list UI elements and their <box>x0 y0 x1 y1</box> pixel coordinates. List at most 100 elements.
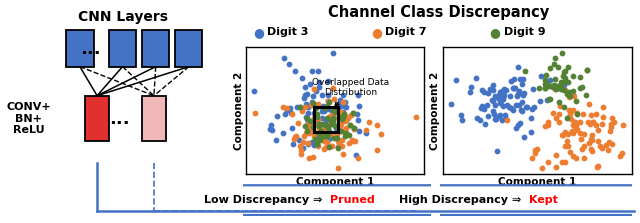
Point <box>320 123 330 126</box>
Point <box>492 149 502 153</box>
Point <box>354 129 364 133</box>
Point <box>529 105 539 109</box>
Point <box>582 68 592 72</box>
Point <box>305 127 315 130</box>
Point <box>572 112 582 115</box>
Point <box>513 93 524 96</box>
Point <box>297 77 307 80</box>
Point <box>326 132 336 136</box>
Point <box>580 93 591 96</box>
Point <box>592 165 602 169</box>
Point <box>311 107 321 110</box>
Point <box>339 131 349 134</box>
Point <box>509 86 520 89</box>
Point <box>509 77 520 80</box>
Point <box>312 112 322 116</box>
Point <box>313 144 323 148</box>
Point <box>517 109 527 113</box>
Point <box>537 166 547 170</box>
Point <box>586 113 596 117</box>
Point <box>579 132 589 136</box>
Point <box>546 84 556 87</box>
Point <box>321 146 332 149</box>
Point <box>335 102 346 105</box>
Point <box>607 116 618 120</box>
Point <box>557 75 568 78</box>
Point <box>498 96 508 100</box>
Point <box>314 122 324 126</box>
Point <box>334 105 344 109</box>
Point <box>305 156 315 160</box>
Point <box>316 109 326 113</box>
Point <box>337 111 348 114</box>
Point <box>354 104 364 108</box>
Point <box>323 106 333 109</box>
Point <box>540 86 550 90</box>
Point <box>310 103 320 107</box>
Point <box>349 127 359 130</box>
Point <box>312 115 322 119</box>
Point <box>316 129 326 133</box>
Point <box>321 118 331 122</box>
Point <box>520 105 531 108</box>
Point <box>291 134 301 137</box>
Point <box>483 91 493 95</box>
Point <box>490 117 500 121</box>
Point <box>321 124 332 128</box>
Point <box>587 149 597 153</box>
Point <box>511 103 522 107</box>
Point <box>572 127 582 130</box>
Point <box>327 109 337 112</box>
Point <box>494 114 504 118</box>
Point <box>307 103 317 107</box>
Point <box>307 140 317 144</box>
Bar <box>314 107 338 132</box>
Point <box>563 81 573 84</box>
Point <box>332 132 342 136</box>
Point <box>320 133 330 136</box>
Point <box>282 109 292 112</box>
Point <box>289 142 299 145</box>
Point <box>595 144 605 147</box>
Point <box>558 133 568 137</box>
Point <box>320 134 330 138</box>
Point <box>314 126 324 129</box>
Point <box>328 86 338 90</box>
Point <box>497 90 508 94</box>
Point <box>519 91 529 95</box>
Text: Channel Class Discrepancy: Channel Class Discrepancy <box>328 5 549 20</box>
Point <box>605 129 615 133</box>
Point <box>559 105 569 109</box>
Point <box>337 144 347 148</box>
Point <box>489 112 499 116</box>
Point <box>551 84 561 88</box>
Point <box>323 107 333 111</box>
Point <box>560 89 570 92</box>
Point <box>543 123 554 127</box>
Point <box>294 138 304 142</box>
Point <box>325 115 335 118</box>
Point <box>341 126 351 129</box>
Point <box>564 90 574 93</box>
Point <box>303 142 313 145</box>
Point <box>568 155 578 158</box>
Point <box>296 109 307 112</box>
Point <box>337 138 347 141</box>
Point <box>340 119 350 123</box>
Point <box>341 118 351 122</box>
Point <box>593 164 603 167</box>
Point <box>562 139 572 142</box>
Point <box>604 140 614 144</box>
Point <box>518 78 528 81</box>
Point <box>305 119 316 123</box>
Point <box>532 147 543 151</box>
Point <box>516 100 527 104</box>
Point <box>301 117 312 120</box>
Point <box>344 134 355 137</box>
Point <box>322 135 332 138</box>
Point <box>493 94 504 97</box>
Point <box>265 128 275 131</box>
Point <box>287 126 298 130</box>
Point <box>479 107 490 111</box>
Point <box>250 90 260 93</box>
